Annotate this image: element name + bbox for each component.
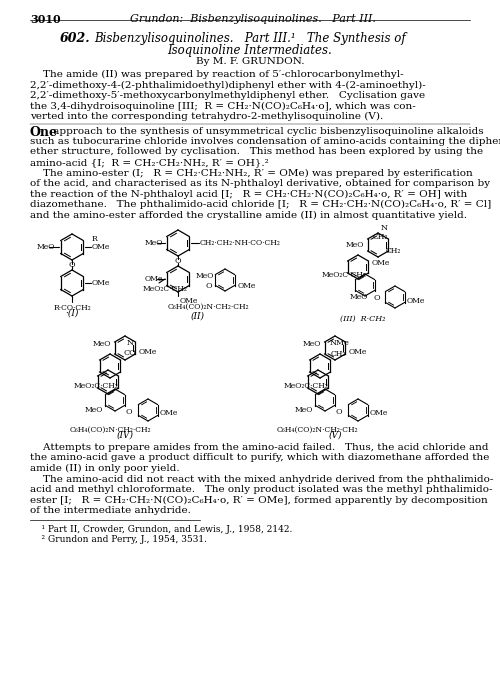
Text: OMe: OMe	[370, 409, 388, 417]
Text: O: O	[174, 257, 182, 265]
Text: 3010: 3010	[30, 14, 60, 25]
Text: OMe: OMe	[92, 243, 110, 251]
Text: MeO₂C·CH₂: MeO₂C·CH₂	[284, 382, 329, 390]
Text: CH₂: CH₂	[386, 247, 402, 255]
Text: CO: CO	[124, 349, 136, 357]
Text: MeO: MeO	[196, 272, 214, 280]
Text: MeO: MeO	[303, 340, 322, 348]
Text: such as tubocurarine chloride involves condensation of amino-acids containing th: such as tubocurarine chloride involves c…	[30, 137, 500, 146]
Text: Isoquinoline Intermediates.: Isoquinoline Intermediates.	[168, 44, 332, 57]
Text: MeO₂C·CH₂: MeO₂C·CH₂	[74, 382, 119, 390]
Text: C₆H₄(CO)₂N·CH₂·CH₂: C₆H₄(CO)₂N·CH₂·CH₂	[168, 303, 250, 311]
Text: the 3,4-dihydroisoquinoline [III;  R = CH₂·N(CO)₂C₆H₄·o], which was con-: the 3,4-dihydroisoquinoline [III; R = CH…	[30, 101, 416, 111]
Text: The amino-acid did not react with the mixed anhydride derived from the phthalimi: The amino-acid did not react with the mi…	[30, 475, 494, 483]
Text: approach to the synthesis of unsymmetrical cyclic bisbenzylisoquinoline alkaloid: approach to the synthesis of unsymmetric…	[50, 126, 484, 136]
Text: Bisbenzylisoquinolines.   Part III.¹   The Synthesis of: Bisbenzylisoquinolines. Part III.¹ The S…	[94, 32, 406, 45]
Text: OMe: OMe	[145, 275, 164, 283]
Text: OMe: OMe	[372, 259, 390, 267]
Text: MeO₂C·CH₂: MeO₂C·CH₂	[322, 271, 367, 279]
Text: ¹ Part II, Crowder, Grundon, and Lewis, J., 1958, 2142.: ¹ Part II, Crowder, Grundon, and Lewis, …	[30, 526, 292, 534]
Text: The amino-ester (I;   R = CH₂·CH₂·NH₂, R′ = OMe) was prepared by esterification: The amino-ester (I; R = CH₂·CH₂·NH₂, R′ …	[30, 168, 473, 178]
Text: R·CO·CH₂: R·CO·CH₂	[54, 304, 92, 312]
Text: O: O	[374, 294, 380, 302]
Text: amide (II) in only poor yield.: amide (II) in only poor yield.	[30, 464, 180, 473]
Text: C₆H₄(CO)₂N·CH₂·CH₂: C₆H₄(CO)₂N·CH₂·CH₂	[70, 426, 152, 434]
Text: O: O	[68, 261, 75, 269]
Text: C₆H₄(CO)₂N·CH₂·CH₂: C₆H₄(CO)₂N·CH₂·CH₂	[277, 426, 358, 434]
Text: acid and methyl chloroformate.   The only product isolated was the methyl phthal: acid and methyl chloroformate. The only …	[30, 485, 492, 494]
Text: OMe: OMe	[139, 348, 158, 356]
Text: 2,2′-dimethoxy-5′-methoxycarbonylmethyldiphenyl ether.   Cyclisation gave: 2,2′-dimethoxy-5′-methoxycarbonylmethyld…	[30, 91, 425, 100]
Text: Attempts to prepare amides from the amino-acid failed.   Thus, the acid chloride: Attempts to prepare amides from the amin…	[30, 443, 488, 452]
Text: NMe: NMe	[330, 339, 350, 347]
Text: N: N	[126, 339, 134, 347]
Text: OMe: OMe	[160, 409, 178, 417]
Text: CH₂: CH₂	[372, 233, 388, 241]
Text: MeO: MeO	[84, 406, 103, 414]
Text: ester [I;   R = CH₂·CH₂·N(CO)₂C₆H₄·o, R′ = OMe], formed apparently by decomposit: ester [I; R = CH₂·CH₂·N(CO)₂C₆H₄·o, R′ =…	[30, 496, 488, 504]
Text: amino-acid {I;  R = CH₂·CH₂·NH₂, R′ = OH}.²: amino-acid {I; R = CH₂·CH₂·NH₂, R′ = OH}…	[30, 158, 269, 167]
Text: (II): (II)	[191, 312, 205, 320]
Text: and the amino-ester afforded the crystalline amide (II) in almost quantitative y: and the amino-ester afforded the crystal…	[30, 210, 467, 219]
Text: Grundon:  Bisbenzylisoquinolines.   Part III.: Grundon: Bisbenzylisoquinolines. Part II…	[130, 14, 376, 24]
Text: CH₂: CH₂	[330, 350, 345, 358]
Text: diazomethane.   The phthalimido-acid chloride [I;   R = CH₂·CH₂·N(CO)₂C₆H₄·o, R′: diazomethane. The phthalimido-acid chlor…	[30, 200, 491, 209]
Text: of the acid, and characterised as its N-phthaloyl derivative, obtained for compa: of the acid, and characterised as its N-…	[30, 179, 490, 188]
Text: One: One	[30, 126, 58, 139]
Text: The amide (II) was prepared by reaction of 5′-chlorocarbonylmethyl-: The amide (II) was prepared by reaction …	[30, 70, 404, 79]
Text: R: R	[92, 235, 98, 243]
Text: ·(I): ·(I)	[66, 308, 78, 318]
Text: MeO₂C·CH₂: MeO₂C·CH₂	[143, 285, 188, 293]
Text: OMe: OMe	[92, 279, 110, 287]
Text: MeO: MeO	[294, 406, 313, 414]
Text: MeO: MeO	[145, 239, 164, 247]
Text: of the intermediate anhydride.: of the intermediate anhydride.	[30, 506, 191, 515]
Text: O: O	[336, 408, 342, 416]
Text: the amino-acid gave a product difficult to purify, which with diazomethane affor: the amino-acid gave a product difficult …	[30, 454, 490, 462]
Text: 602.: 602.	[60, 32, 90, 45]
Text: (IV): (IV)	[116, 430, 134, 439]
Text: O: O	[206, 282, 212, 290]
Text: MeO: MeO	[346, 241, 364, 249]
Text: (V): (V)	[328, 430, 342, 439]
Text: OMe: OMe	[238, 282, 256, 290]
Text: CH₂·CH₂·NH·CO·CH₂: CH₂·CH₂·NH·CO·CH₂	[200, 239, 281, 247]
Text: OMe: OMe	[349, 348, 368, 356]
Text: MeO: MeO	[37, 243, 56, 251]
Text: By M. F. GRUNDON.: By M. F. GRUNDON.	[196, 57, 304, 66]
Text: O: O	[126, 408, 132, 416]
Text: (III)  R·CH₂: (III) R·CH₂	[340, 315, 386, 323]
Text: N: N	[380, 224, 388, 232]
Text: ² Grundon and Perry, J., 1954, 3531.: ² Grundon and Perry, J., 1954, 3531.	[30, 534, 207, 543]
Text: 2,2′-dimethoxy-4-(2-phthalimidoethyl)diphenyl ether with 4-(2-aminoethyl)-: 2,2′-dimethoxy-4-(2-phthalimidoethyl)dip…	[30, 81, 426, 90]
Text: verted into the corresponding tetrahydro-2-methylisoquinoline (V).: verted into the corresponding tetrahydro…	[30, 112, 384, 121]
Text: the reaction of the N-phthaloyl acid [I;   R = CH₂·CH₂·N(CO)₂C₆H₄·o, R′ = OH] wi: the reaction of the N-phthaloyl acid [I;…	[30, 189, 467, 199]
Text: MeO: MeO	[93, 340, 112, 348]
Text: OMe: OMe	[407, 297, 426, 305]
Text: MeO: MeO	[350, 293, 368, 301]
Text: OMe: OMe	[180, 297, 199, 305]
Text: ether structure, followed by cyclisation.   This method has been explored by usi: ether structure, followed by cyclisation…	[30, 147, 483, 156]
